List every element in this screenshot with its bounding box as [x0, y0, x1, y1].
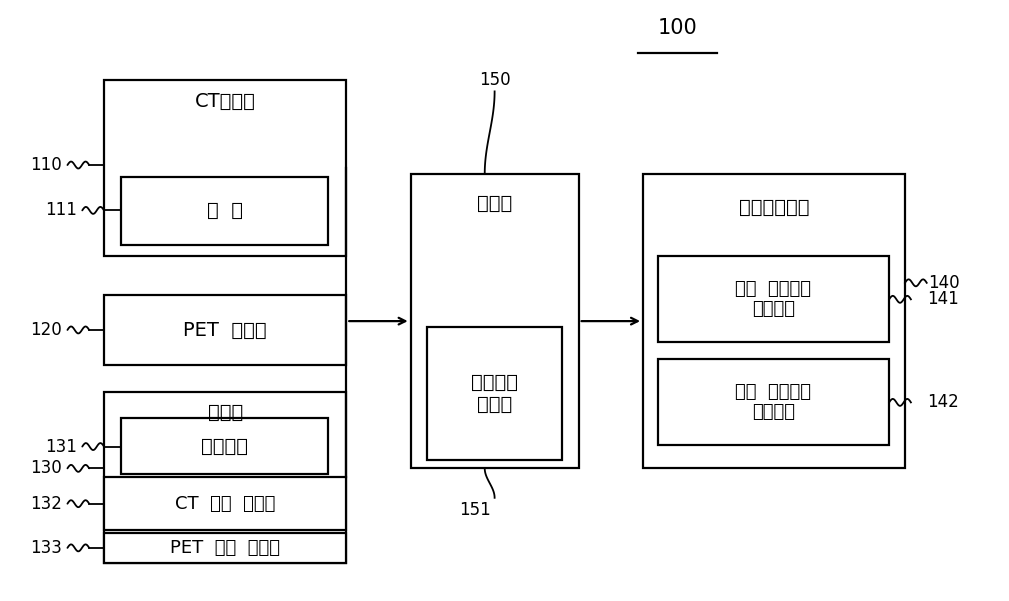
- Text: 110: 110: [30, 156, 62, 174]
- Text: 142: 142: [927, 394, 960, 412]
- Text: 111: 111: [44, 201, 77, 219]
- FancyBboxPatch shape: [104, 392, 346, 563]
- FancyBboxPatch shape: [428, 327, 562, 460]
- Text: CT촬영부: CT촬영부: [195, 92, 255, 111]
- Text: 100: 100: [658, 19, 697, 38]
- Text: 모사부: 모사부: [208, 403, 243, 422]
- FancyBboxPatch shape: [121, 418, 329, 474]
- Text: 133: 133: [30, 539, 62, 557]
- Text: 150: 150: [479, 71, 511, 88]
- FancyBboxPatch shape: [658, 256, 889, 342]
- FancyBboxPatch shape: [104, 79, 346, 256]
- Text: 데이터베이스: 데이터베이스: [739, 198, 809, 217]
- Text: 141: 141: [927, 290, 960, 308]
- Text: 내부  피폭선량
데이터부: 내부 피폭선량 데이터부: [736, 383, 811, 421]
- Text: 132: 132: [30, 495, 62, 513]
- Text: 전산팬텀: 전산팬텀: [201, 437, 248, 456]
- FancyBboxPatch shape: [643, 174, 905, 468]
- Text: 151: 151: [459, 501, 490, 519]
- Text: 외부  피폭선량
데이터부: 외부 피폭선량 데이터부: [736, 279, 811, 319]
- FancyBboxPatch shape: [104, 533, 346, 563]
- FancyBboxPatch shape: [658, 359, 889, 445]
- FancyBboxPatch shape: [121, 177, 329, 245]
- Text: PET  촬영  모사부: PET 촬영 모사부: [171, 539, 281, 557]
- FancyBboxPatch shape: [104, 477, 346, 530]
- Text: 팬  빔: 팬 빔: [207, 201, 242, 220]
- Text: CT  촬영  모사부: CT 촬영 모사부: [175, 495, 275, 513]
- Text: 130: 130: [30, 459, 62, 477]
- Text: 140: 140: [927, 274, 960, 292]
- Text: 120: 120: [30, 321, 62, 339]
- Text: 131: 131: [44, 438, 77, 456]
- Text: PET  촬영부: PET 촬영부: [184, 320, 267, 340]
- Text: 제어부: 제어부: [477, 194, 513, 213]
- FancyBboxPatch shape: [411, 174, 579, 468]
- Text: 유효선량
산출부: 유효선량 산출부: [471, 373, 518, 413]
- FancyBboxPatch shape: [104, 294, 346, 365]
